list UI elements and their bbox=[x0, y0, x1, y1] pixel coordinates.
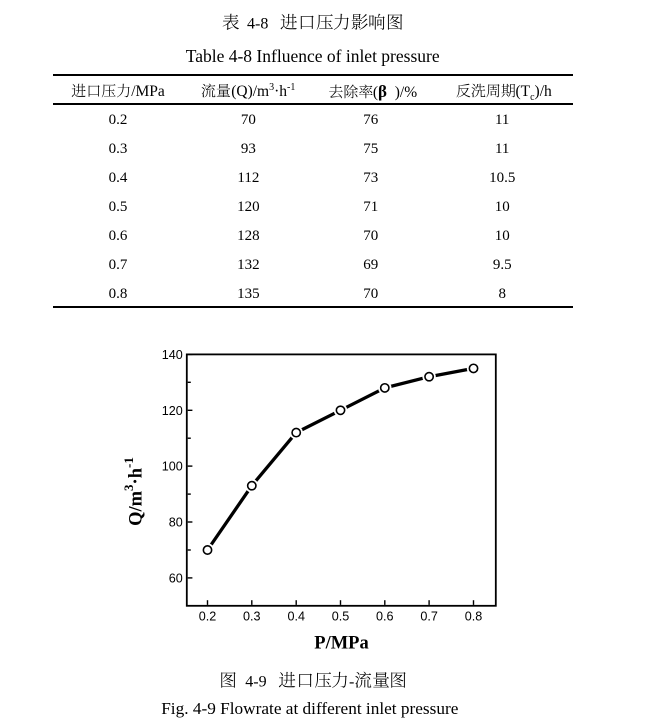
svg-text:0.2: 0.2 bbox=[199, 609, 217, 623]
svg-text:0.8: 0.8 bbox=[465, 609, 483, 623]
svg-text:100: 100 bbox=[162, 460, 183, 474]
svg-text:P/MPa: P/MPa bbox=[314, 634, 368, 654]
svg-text:120: 120 bbox=[162, 404, 183, 418]
svg-text:Q/m3·h-1: Q/m3·h-1 bbox=[121, 457, 147, 526]
svg-text:140: 140 bbox=[162, 348, 183, 362]
svg-text:0.5: 0.5 bbox=[332, 609, 350, 623]
svg-text:80: 80 bbox=[169, 516, 183, 530]
svg-text:0.4: 0.4 bbox=[287, 609, 305, 623]
svg-text:0.6: 0.6 bbox=[376, 609, 394, 623]
svg-text:0.7: 0.7 bbox=[420, 609, 438, 623]
svg-text:0.3: 0.3 bbox=[243, 609, 261, 623]
svg-text:60: 60 bbox=[169, 571, 183, 585]
